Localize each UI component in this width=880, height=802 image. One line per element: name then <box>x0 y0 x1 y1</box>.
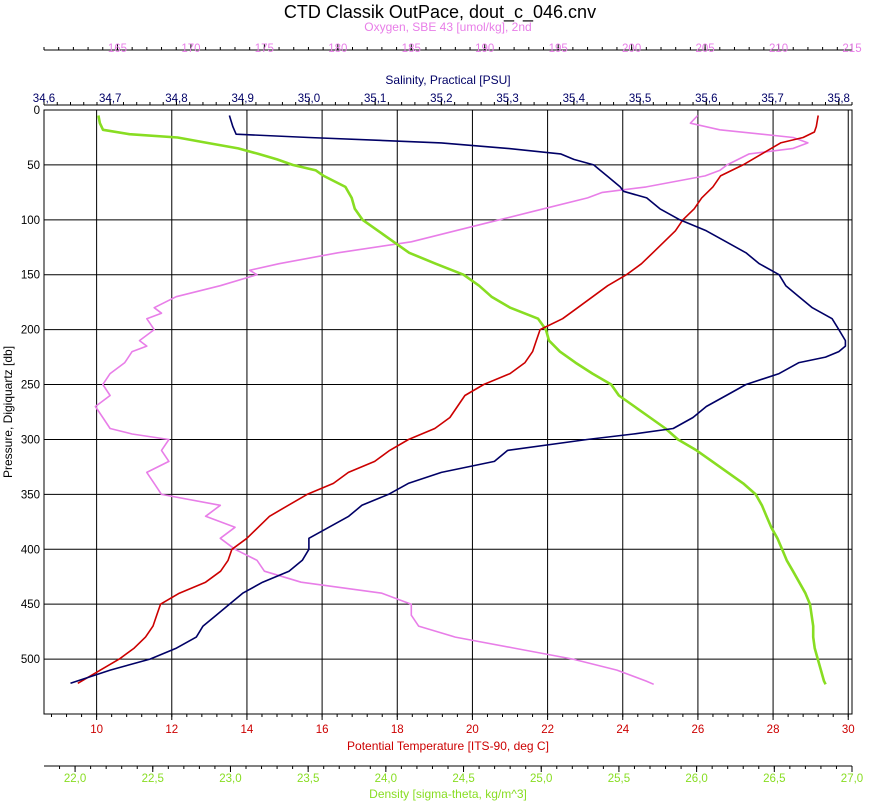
axes: 0 50 100 150 200 250 300 350 400 450 500 Pressure, … <box>1 20 863 801</box>
temperature-profile-line <box>77 115 819 684</box>
density-tick-label: 22,0 <box>64 773 86 785</box>
oxygen-axis-label: Oxygen, SBE 43 [umol/kg], 2nd <box>364 20 531 34</box>
salinity-tick-label: 35,6 <box>695 93 717 105</box>
density-profile-line <box>97 115 827 685</box>
oxygen-tick-label: 195 <box>549 43 568 55</box>
oxygen-tick-label: 190 <box>475 43 494 55</box>
oxygen-tick-label: 215 <box>842 43 861 55</box>
temperature-tick-label: 12 <box>165 724 178 736</box>
y-tick-label: 150 <box>21 270 40 282</box>
y-axis-label: Pressure, Digiquartz [db] <box>1 346 15 478</box>
density-tick-label: 23,5 <box>297 773 319 785</box>
salinity-tick-label: 35,8 <box>828 93 850 105</box>
oxygen-tick-label: 185 <box>402 43 421 55</box>
y-tick-label: 500 <box>21 654 40 666</box>
density-axis-label: Density [sigma-theta, kg/m^3] <box>369 787 527 801</box>
temperature-tick-label: 20 <box>466 724 479 736</box>
oxygen-tick-label: 200 <box>622 43 641 55</box>
salinity-profile-line <box>70 115 847 685</box>
y-tick-label: 200 <box>21 325 40 337</box>
temperature-tick-label: 30 <box>842 724 855 736</box>
oxygen-tick-label: 170 <box>181 43 200 55</box>
y-tick-label: 350 <box>21 489 40 501</box>
oxygen-profile-line <box>94 114 809 686</box>
temperature-tick-label: 14 <box>241 724 254 736</box>
density-tick-label: 24,5 <box>452 773 474 785</box>
y-tick-label: 400 <box>21 544 40 556</box>
density-axis: 22,0 22,5 23,0 23,5 24,0 24,5 25,0 25,5 26,0 26,5… <box>44 765 863 801</box>
oxygen-tick-label: 180 <box>328 43 347 55</box>
density-tick-label: 24,0 <box>375 773 397 785</box>
oxygen-tick-label: 210 <box>769 43 788 55</box>
salinity-tick-label: 35,3 <box>496 93 518 105</box>
grid-lines <box>44 109 852 714</box>
density-tick-label: 22,5 <box>142 773 164 785</box>
plot-frame <box>43 109 853 715</box>
salinity-tick-label: 34,6 <box>33 93 55 105</box>
salinity-tick-label: 35,4 <box>563 93 586 105</box>
y-tick-label: 250 <box>21 380 40 392</box>
salinity-axis-label: Salinity, Practical [PSU] <box>385 73 510 87</box>
temperature-tick-label: 16 <box>316 724 329 736</box>
temperature-tick-label: 10 <box>90 724 103 736</box>
salinity-axis: 34,6 34,7 34,8 34,9 35,0 35,1 35,2 35,3 35,4 35,5… <box>33 73 853 106</box>
temperature-axis-label: Potential Temperature [ITS-90, deg C] <box>347 739 549 753</box>
density-tick-label: 27,0 <box>841 773 863 785</box>
salinity-tick-label: 34,7 <box>99 93 121 105</box>
oxygen-tick-label: 165 <box>108 43 127 55</box>
salinity-tick-label: 35,5 <box>629 93 651 105</box>
y-tick-label: 0 <box>34 105 40 117</box>
temperature-axis: 10 12 14 16 18 20 22 24 26 28 30 Potential Temperat… <box>51 714 855 753</box>
salinity-tick-label: 34,8 <box>165 93 187 105</box>
temperature-tick-label: 28 <box>767 724 780 736</box>
density-tick-label: 25,5 <box>608 773 630 785</box>
y-tick-label: 100 <box>21 215 40 227</box>
temperature-tick-label: 24 <box>616 724 629 736</box>
y-tick-label: 300 <box>21 434 40 446</box>
chart-title: CTD Classik OutPace, dout_c_046.cnv <box>284 2 596 23</box>
density-tick-label: 23,0 <box>219 773 241 785</box>
temperature-tick-label: 22 <box>541 724 554 736</box>
temperature-tick-label: 26 <box>692 724 705 736</box>
salinity-tick-label: 34,9 <box>231 93 253 105</box>
salinity-tick-label: 35,2 <box>430 93 452 105</box>
temperature-tick-label: 18 <box>391 724 404 736</box>
data-series <box>70 114 847 686</box>
density-tick-label: 26,5 <box>763 773 785 785</box>
density-tick-label: 25,0 <box>530 773 552 785</box>
density-tick-label: 26,0 <box>685 773 707 785</box>
salinity-tick-label: 35,1 <box>364 93 386 105</box>
oxygen-axis: 165 170 175 180 185 190 195 200 205 210 215 Oxygen,… <box>43 20 862 55</box>
y-tick-label: 450 <box>21 599 40 611</box>
y-tick-label: 50 <box>27 160 40 172</box>
salinity-tick-label: 35,0 <box>298 93 320 105</box>
oxygen-tick-label: 205 <box>695 43 714 55</box>
oxygen-tick-label: 175 <box>255 43 274 55</box>
salinity-tick-label: 35,7 <box>761 93 783 105</box>
